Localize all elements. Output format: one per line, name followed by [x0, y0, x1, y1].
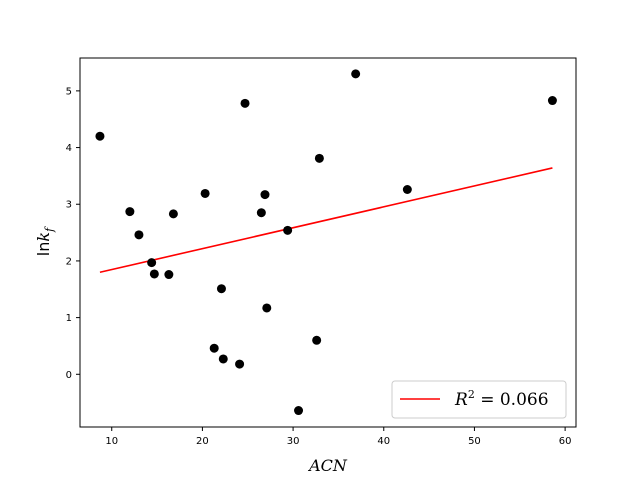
data-point — [240, 98, 250, 108]
data-point — [209, 343, 219, 353]
fit-layer — [99, 167, 553, 274]
x-tick-label: 10 — [105, 436, 118, 447]
axes-frame — [79, 57, 577, 428]
legend-label-prefix: R — [454, 390, 468, 410]
y-tick-label: 0 — [66, 370, 72, 381]
data-point — [149, 269, 159, 279]
data-point — [134, 230, 144, 240]
x-tick-label: 20 — [196, 436, 209, 447]
x-tick-label: 40 — [377, 436, 390, 447]
legend-label: R2 = 0.066 — [454, 388, 549, 410]
y-axis-label-sub: f — [43, 226, 56, 233]
fit-line — [99, 167, 553, 274]
legend: R2 = 0.066 — [391, 380, 567, 419]
data-point — [216, 284, 226, 294]
data-point — [547, 96, 557, 106]
data-point — [125, 207, 135, 217]
x-tick-label: 50 — [468, 436, 481, 447]
data-point — [147, 258, 157, 268]
legend-label-sup: 2 — [468, 388, 475, 401]
data-point — [312, 335, 322, 345]
x-tick-label: 30 — [287, 436, 300, 447]
y-tick-label: 4 — [66, 143, 72, 154]
y-tick-label: 2 — [66, 256, 72, 267]
legend-box — [391, 380, 567, 419]
x-axis-ticks: 10 20 30 40 50 60 — [105, 427, 571, 447]
data-point — [351, 69, 361, 79]
data-point — [235, 359, 245, 369]
data-point — [218, 354, 228, 364]
y-tick-label: 3 — [66, 200, 72, 211]
data-point — [283, 225, 293, 235]
data-point — [260, 190, 270, 200]
data-point — [200, 188, 210, 198]
x-axis-label: ACN — [307, 456, 348, 475]
data-point — [402, 185, 412, 195]
data-point — [256, 208, 266, 218]
data-point — [294, 406, 304, 416]
y-tick-label: 1 — [66, 313, 72, 324]
data-point — [262, 303, 272, 313]
y-axis-ticks: 0 1 2 3 4 5 — [66, 86, 80, 381]
data-point — [314, 153, 324, 163]
legend-label-suffix: = 0.066 — [475, 390, 549, 410]
points-layer — [95, 69, 557, 416]
data-point — [168, 209, 178, 219]
y-axis-label: lnkf — [34, 226, 56, 256]
y-axis-label-var: k — [34, 232, 53, 242]
data-point — [95, 131, 105, 141]
x-tick-label: 60 — [559, 436, 572, 447]
y-tick-label: 5 — [66, 86, 72, 97]
y-axis-label-base: ln — [34, 242, 53, 257]
data-point — [164, 270, 174, 280]
